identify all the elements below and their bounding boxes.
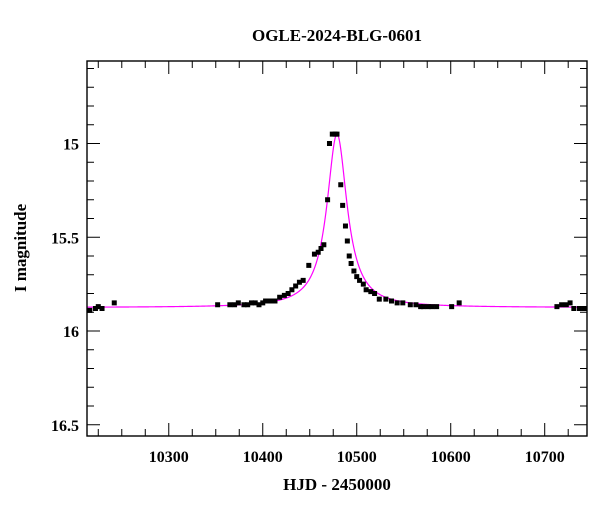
data-point [383,296,389,302]
data-point [329,131,335,137]
x-tick-label: 10300 [149,449,189,466]
data-point [581,306,587,311]
data-point [429,304,435,310]
data-point [360,281,366,287]
data-point [394,300,400,306]
data-point [321,242,327,248]
data-point [425,304,431,310]
data-point [263,298,269,304]
data-point [306,262,312,268]
axes-layer: 10300 10400 10500 10600 10700 15 15.5 16 16.5 [51,61,587,466]
model-layer [87,133,587,308]
data-point [326,141,332,146]
model-curve [87,133,587,308]
data-point [315,249,321,255]
data-point [340,202,346,208]
data-point [318,246,324,251]
data-point [111,300,117,306]
data-point [232,302,238,308]
y-axis-label: I magnitude [11,203,30,292]
data-point [252,300,258,306]
data-point [576,306,582,311]
data-point [342,223,348,229]
data-point [354,274,360,280]
data-point [376,296,382,302]
data-point [418,304,424,310]
plot-frame [86,60,588,437]
data-point [389,298,395,304]
data-point [338,182,344,188]
data-point [351,268,357,274]
data-point [248,300,254,306]
data-point [99,306,105,311]
y-tick-label: 16 [63,324,79,341]
data-point [277,294,283,300]
y-tick-label: 15 [63,137,79,154]
data-point [334,131,340,137]
data-point [559,302,565,308]
data-point [344,238,350,244]
x-axis-label: HJD - 2450000 [283,475,391,494]
data-point [346,253,352,259]
data-point [215,302,221,308]
data-point [293,283,299,289]
data-point [449,304,455,310]
data-point [372,291,378,296]
data-point [260,300,266,306]
x-tick-label: 10700 [525,449,565,466]
x-tick-label: 10400 [243,449,283,466]
data-point [272,298,278,304]
data-point [227,302,233,308]
data-point [400,300,406,306]
data-point [357,277,363,283]
x-tick-label: 10500 [337,449,377,466]
data-point [285,291,291,296]
data-point [325,197,331,203]
chart-title: OGLE-2024-BLG-0601 [252,26,422,45]
data-point [348,261,354,266]
data-point [235,300,241,306]
data-point [95,304,101,310]
data-point [281,292,287,298]
data-point [567,300,573,306]
data-point [363,287,369,293]
data-point [368,289,374,295]
x-tick-label: 10600 [431,449,471,466]
data-point [296,279,302,285]
data-point [420,304,426,310]
data-point [434,304,440,310]
data-point [245,302,251,308]
data-point [256,302,262,308]
data-point [407,302,413,308]
data-point [87,307,93,313]
data-point [311,251,317,257]
data-point [267,298,273,304]
y-tick-label: 16.5 [51,418,79,435]
data-point [563,302,569,308]
data-point [289,287,295,293]
data-point [413,302,419,308]
data-points-layer [87,131,587,313]
data-point [456,300,462,306]
data-point [92,306,98,311]
data-point [241,302,247,308]
data-point [571,306,577,311]
data-point [554,304,560,310]
data-point [300,277,306,283]
y-tick-label: 15.5 [51,230,79,247]
